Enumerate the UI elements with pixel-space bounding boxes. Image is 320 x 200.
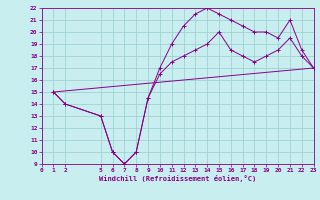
X-axis label: Windchill (Refroidissement éolien,°C): Windchill (Refroidissement éolien,°C): [99, 175, 256, 182]
